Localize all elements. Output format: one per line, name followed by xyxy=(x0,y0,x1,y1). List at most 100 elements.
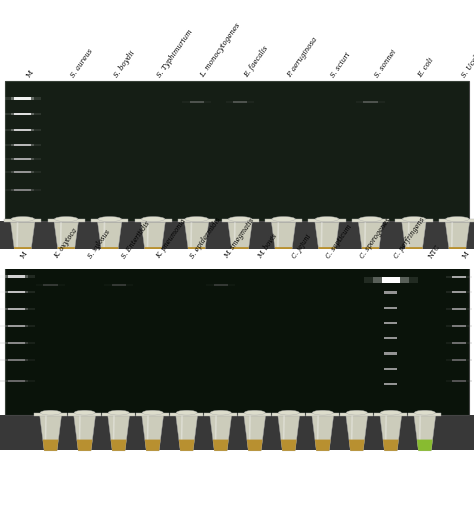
Bar xyxy=(364,278,418,283)
Bar xyxy=(48,220,85,223)
Bar xyxy=(214,284,228,286)
Text: M. smegmatis: M. smegmatis xyxy=(223,216,256,260)
Bar xyxy=(384,292,397,294)
Polygon shape xyxy=(451,223,453,253)
Bar xyxy=(352,220,389,223)
Polygon shape xyxy=(358,223,383,259)
Bar xyxy=(11,189,34,191)
Bar xyxy=(446,380,472,382)
Polygon shape xyxy=(113,416,115,445)
Polygon shape xyxy=(108,416,129,451)
Bar xyxy=(8,359,25,361)
Text: M. bovis: M. bovis xyxy=(256,232,280,260)
Bar xyxy=(8,380,25,382)
Polygon shape xyxy=(349,440,365,451)
Bar xyxy=(5,276,28,279)
Polygon shape xyxy=(141,223,165,259)
Polygon shape xyxy=(142,416,164,451)
Bar xyxy=(4,172,41,174)
Bar xyxy=(4,145,41,147)
Polygon shape xyxy=(40,416,62,451)
Bar xyxy=(272,413,305,416)
Bar xyxy=(4,159,41,161)
Ellipse shape xyxy=(278,410,299,415)
Bar xyxy=(0,359,35,361)
Bar xyxy=(439,220,474,223)
Polygon shape xyxy=(43,440,58,451)
Bar xyxy=(190,101,204,103)
Bar xyxy=(5,308,28,310)
Polygon shape xyxy=(60,223,62,253)
Bar xyxy=(11,98,34,101)
Text: K. pneumonia: K. pneumonia xyxy=(155,217,188,260)
Text: S. aureus: S. aureus xyxy=(69,47,94,79)
Polygon shape xyxy=(364,223,366,253)
Bar xyxy=(4,220,41,223)
Bar xyxy=(0,342,35,344)
Bar xyxy=(446,342,472,344)
Polygon shape xyxy=(315,223,339,259)
Text: S. boydii: S. boydii xyxy=(112,49,136,79)
Polygon shape xyxy=(210,416,231,451)
Bar xyxy=(265,220,302,223)
Bar xyxy=(11,172,34,174)
Ellipse shape xyxy=(142,410,163,415)
Polygon shape xyxy=(380,416,401,451)
Text: S. xylosus: S. xylosus xyxy=(87,228,112,260)
Text: C. jejuni: C. jejuni xyxy=(291,233,313,260)
Polygon shape xyxy=(318,247,336,259)
Bar xyxy=(446,325,472,327)
Ellipse shape xyxy=(228,217,252,222)
Bar xyxy=(452,292,466,294)
Polygon shape xyxy=(179,440,194,451)
Text: C. septicum: C. septicum xyxy=(325,222,354,260)
Bar xyxy=(0,292,35,294)
Bar xyxy=(0,249,474,270)
Ellipse shape xyxy=(98,217,121,222)
Bar xyxy=(238,413,271,416)
Bar xyxy=(384,322,397,325)
Bar xyxy=(4,189,41,191)
Bar xyxy=(384,383,397,386)
Polygon shape xyxy=(231,247,249,259)
Text: M: M xyxy=(461,249,471,260)
Polygon shape xyxy=(315,440,330,451)
Polygon shape xyxy=(244,416,265,451)
Ellipse shape xyxy=(185,217,208,222)
Text: S. Typhimurium: S. Typhimurium xyxy=(155,28,195,79)
Bar xyxy=(102,413,135,416)
Text: S. Enteritidis: S. Enteritidis xyxy=(120,219,152,260)
Bar xyxy=(135,220,172,223)
Ellipse shape xyxy=(346,410,367,415)
Text: L. monocytogenes: L. monocytogenes xyxy=(199,21,243,79)
Bar xyxy=(11,114,34,116)
Bar xyxy=(356,101,385,103)
Polygon shape xyxy=(145,440,161,451)
Polygon shape xyxy=(281,440,297,451)
Ellipse shape xyxy=(55,217,78,222)
Bar xyxy=(382,278,400,283)
Bar xyxy=(0,325,35,327)
Bar xyxy=(14,114,31,116)
Bar xyxy=(4,98,41,101)
Bar xyxy=(11,159,34,161)
Bar xyxy=(14,159,31,161)
Polygon shape xyxy=(449,247,466,259)
Bar xyxy=(14,172,31,174)
Text: S. sonnei: S. sonnei xyxy=(373,48,398,79)
Bar xyxy=(136,413,169,416)
Polygon shape xyxy=(317,416,319,445)
Polygon shape xyxy=(146,223,149,253)
Text: C. sporogenes: C. sporogenes xyxy=(359,216,392,260)
Polygon shape xyxy=(234,223,236,253)
Bar xyxy=(384,353,397,355)
Bar xyxy=(384,307,397,309)
Bar xyxy=(340,413,374,416)
Polygon shape xyxy=(383,440,399,451)
Bar xyxy=(452,359,466,361)
Bar xyxy=(5,325,28,327)
Bar xyxy=(5,81,469,221)
Polygon shape xyxy=(402,223,426,259)
Polygon shape xyxy=(445,223,470,259)
Bar xyxy=(5,262,469,415)
